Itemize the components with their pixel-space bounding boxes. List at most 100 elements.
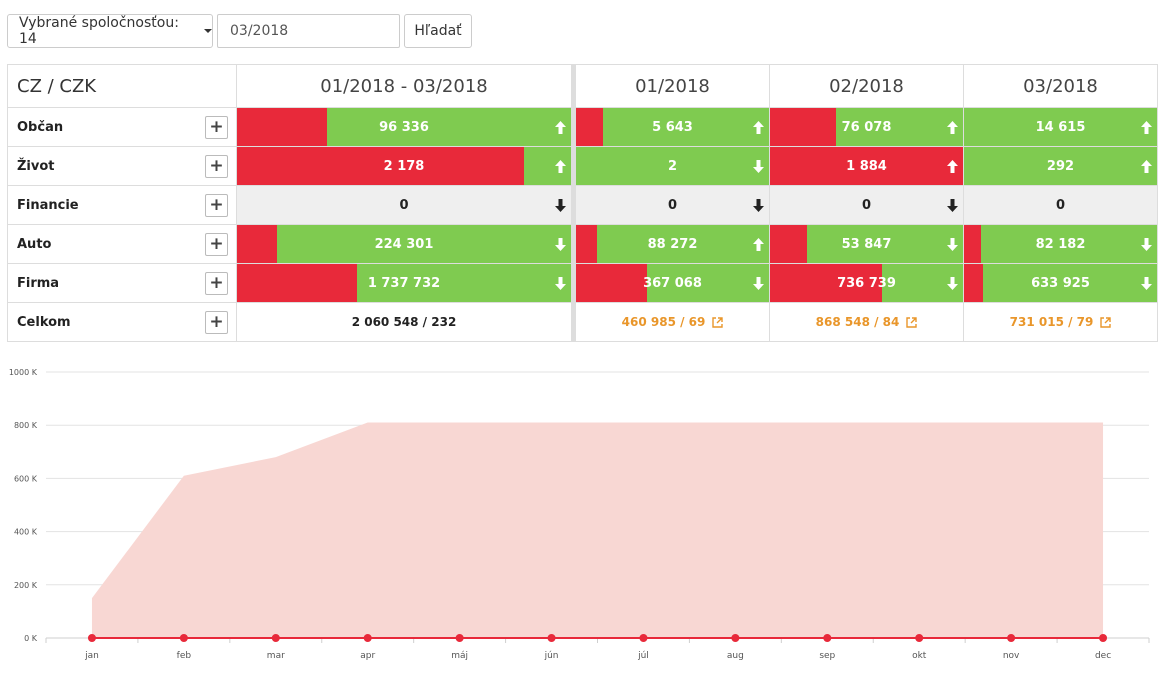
row-header: Financie + bbox=[7, 186, 237, 225]
ratio-bar: 5 643 bbox=[576, 108, 769, 146]
data-point bbox=[271, 634, 280, 642]
company-filter-dropdown[interactable]: Vybrané spoločnosťou: 14 bbox=[7, 14, 213, 48]
cell-value: 2 178 bbox=[383, 158, 425, 174]
plus-icon: + bbox=[209, 234, 224, 254]
x-tick-label: sep bbox=[819, 651, 835, 661]
table-row: Auto +224 301 88 272 53 847 82 182 bbox=[7, 225, 1158, 264]
negative-share-bar bbox=[770, 108, 836, 146]
expand-row-button[interactable]: + bbox=[205, 272, 228, 295]
ratio-bar: 88 272 bbox=[576, 225, 769, 263]
x-tick-label: feb bbox=[177, 651, 192, 661]
negative-share-bar bbox=[237, 147, 525, 185]
ratio-bar: 292 bbox=[964, 147, 1157, 185]
value-cell[interactable]: 53 847 bbox=[770, 225, 964, 264]
value-cell[interactable]: 88 272 bbox=[576, 225, 770, 264]
month-total-link[interactable]: 731 015 / 79 bbox=[1010, 315, 1112, 329]
value-cell[interactable]: 292 bbox=[964, 147, 1158, 186]
column-separator bbox=[572, 225, 576, 264]
cell-value: 736 739 bbox=[837, 275, 896, 291]
value-cell[interactable]: 224 301 bbox=[237, 225, 572, 264]
negative-share-bar bbox=[237, 108, 328, 146]
value-cell[interactable]: 367 068 bbox=[576, 264, 770, 303]
month-total-value: 731 015 / 79 bbox=[1009, 315, 1094, 329]
data-point bbox=[363, 634, 372, 642]
value-cell[interactable]: 1 884 bbox=[770, 147, 964, 186]
month-total-value: 460 985 / 69 bbox=[621, 315, 706, 329]
x-tick-label: aug bbox=[727, 651, 744, 661]
cell-value: 1 884 bbox=[846, 158, 887, 174]
arrow-down-icon bbox=[753, 199, 764, 212]
value-cell[interactable]: 96 336 bbox=[237, 108, 572, 147]
cell-value: 292 bbox=[1046, 158, 1075, 174]
value-cell[interactable]: 14 615 bbox=[964, 108, 1158, 147]
negative-share-bar bbox=[770, 225, 807, 263]
value-cell[interactable]: 0 bbox=[237, 186, 572, 225]
table-row: Financie +0 0 0 0 bbox=[7, 186, 1158, 225]
value-cell[interactable]: 5 643 bbox=[576, 108, 770, 147]
arrow-down-icon bbox=[1141, 277, 1152, 290]
value-cell[interactable]: 2 bbox=[576, 147, 770, 186]
y-tick-label: 600 K bbox=[14, 474, 38, 483]
value-cell[interactable]: 0 bbox=[576, 186, 770, 225]
expand-row-button[interactable]: + bbox=[205, 311, 228, 334]
cell-value: 0 bbox=[667, 197, 678, 213]
row-header: Firma + bbox=[7, 264, 237, 303]
cell-value: 82 182 bbox=[1035, 236, 1086, 252]
value-cell[interactable]: 736 739 bbox=[770, 264, 964, 303]
ratio-bar: 1 737 732 bbox=[237, 264, 571, 302]
x-tick-label: apr bbox=[360, 651, 375, 661]
value-cell[interactable]: 0 bbox=[964, 186, 1158, 225]
expand-row-button[interactable]: + bbox=[205, 155, 228, 178]
negative-share-bar bbox=[770, 147, 963, 185]
external-link-icon bbox=[906, 316, 918, 328]
arrow-down-icon bbox=[1141, 238, 1152, 251]
arrow-up-icon bbox=[947, 121, 958, 134]
value-cell[interactable]: 633 925 bbox=[964, 264, 1158, 303]
arrow-up-icon bbox=[555, 121, 566, 134]
negative-share-bar bbox=[237, 264, 358, 302]
ratio-bar: 76 078 bbox=[770, 108, 963, 146]
value-cell[interactable]: 0 bbox=[770, 186, 964, 225]
expand-row-button[interactable]: + bbox=[205, 194, 228, 217]
plus-icon: + bbox=[209, 312, 224, 332]
value-cell[interactable]: 76 078 bbox=[770, 108, 964, 147]
expand-row-button[interactable]: + bbox=[205, 233, 228, 256]
data-point bbox=[179, 634, 188, 642]
table-row: Život +2 178 2 1 884 292 bbox=[7, 147, 1158, 186]
search-button[interactable]: Hľadať bbox=[404, 14, 472, 48]
data-point bbox=[731, 634, 740, 642]
row-header: Celkom + bbox=[7, 303, 237, 342]
arrow-down-icon bbox=[555, 238, 566, 251]
monthly-area-chart: 0 K 200 K 400 K 600 K 800 K 1000 K jan feb mar ap… bbox=[9, 368, 1150, 661]
sales-table: CZ / CZK 01/2018 - 03/2018 01/2018 02/20… bbox=[7, 64, 1158, 342]
cell-value: 633 925 bbox=[1031, 275, 1090, 291]
period-input[interactable] bbox=[217, 14, 400, 48]
table-header: CZ / CZK 01/2018 - 03/2018 01/2018 02/20… bbox=[7, 65, 1158, 108]
y-tick-label: 800 K bbox=[14, 421, 38, 430]
value-cell[interactable]: 1 737 732 bbox=[237, 264, 572, 303]
x-tick-label: okt bbox=[912, 651, 927, 661]
month-total-link[interactable]: 868 548 / 84 bbox=[816, 315, 918, 329]
value-cell[interactable]: 82 182 bbox=[964, 225, 1158, 264]
column-header-month: 02/2018 bbox=[770, 65, 964, 108]
plus-icon: + bbox=[209, 156, 224, 176]
y-tick-label: 200 K bbox=[14, 581, 38, 590]
ratio-bar: 1 884 bbox=[770, 147, 963, 185]
arrow-up-icon bbox=[1141, 121, 1152, 134]
column-header-month: 03/2018 bbox=[964, 65, 1158, 108]
expand-row-button[interactable]: + bbox=[205, 116, 228, 139]
cell-value: 5 643 bbox=[652, 119, 693, 135]
value-cell[interactable]: 2 178 bbox=[237, 147, 572, 186]
caret-down-icon bbox=[204, 29, 212, 33]
data-point bbox=[823, 634, 832, 642]
cell-value: 88 272 bbox=[647, 236, 698, 252]
plus-icon: + bbox=[209, 195, 224, 215]
month-total-link[interactable]: 460 985 / 69 bbox=[622, 315, 724, 329]
column-separator bbox=[572, 147, 576, 186]
negative-share-bar bbox=[237, 225, 278, 263]
data-point bbox=[547, 634, 556, 642]
plus-icon: + bbox=[209, 117, 224, 137]
ratio-bar: 53 847 bbox=[770, 225, 963, 263]
column-separator bbox=[572, 65, 576, 108]
x-tick-label: dec bbox=[1095, 651, 1111, 661]
